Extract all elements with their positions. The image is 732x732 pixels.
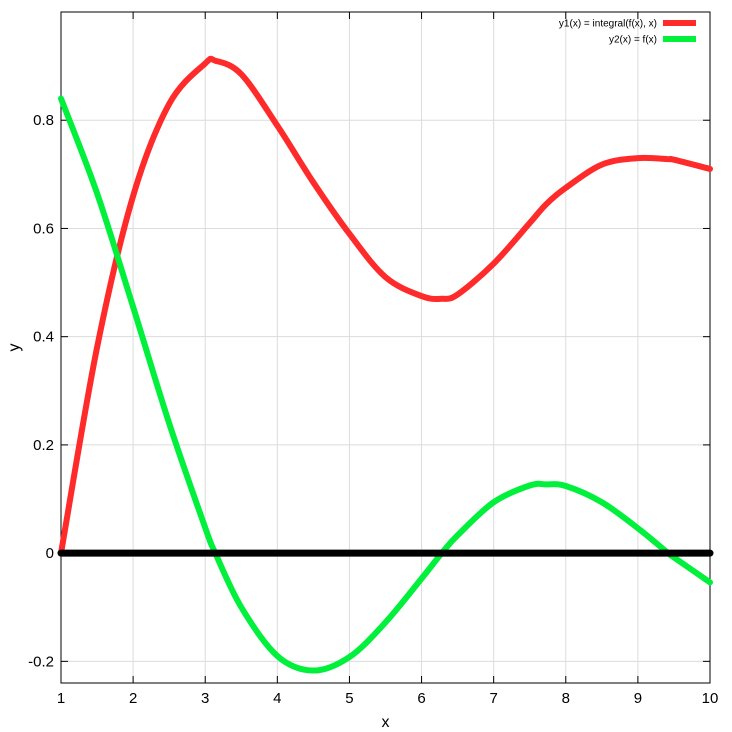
y-tick-label: 0.8 <box>33 112 54 129</box>
y-tick-label: -0.2 <box>28 653 54 670</box>
y-tick-label: 0 <box>46 545 54 562</box>
x-axis-label: x <box>382 714 390 731</box>
y-tick-label: 0.6 <box>33 220 54 237</box>
y-axis-label: y <box>6 344 23 352</box>
y-tick-label: 0.4 <box>33 329 54 346</box>
x-tick-label: 1 <box>57 690 65 707</box>
series-line-y2 <box>58 95 713 674</box>
x-tick-label: 5 <box>345 690 353 707</box>
series-lines <box>57 55 714 674</box>
legend-label: y2(x) = f(x) <box>609 35 657 46</box>
y-tick-label: 0.2 <box>33 437 54 454</box>
legend: y1(x) = integral(f(x), x) y2(x) = f(x) <box>559 19 696 46</box>
x-tick-label: 3 <box>201 690 209 707</box>
x-tick-label: 9 <box>634 690 642 707</box>
x-tick-label: 10 <box>702 690 719 707</box>
x-tick-label: 6 <box>417 690 425 707</box>
x-tick-label: 7 <box>489 690 497 707</box>
x-tick-label: 2 <box>129 690 137 707</box>
x-tick-label: 8 <box>562 690 570 707</box>
series-line-y1 <box>58 55 713 557</box>
plot-frame <box>60 11 711 684</box>
axis-ticks: 1 2 3 4 5 6 7 8 9 10 -0.2 0 0.2 0.4 0.6 0.8 <box>28 12 718 707</box>
legend-label: y1(x) = integral(f(x), x) <box>559 19 657 30</box>
x-tick-label: 4 <box>273 690 281 707</box>
